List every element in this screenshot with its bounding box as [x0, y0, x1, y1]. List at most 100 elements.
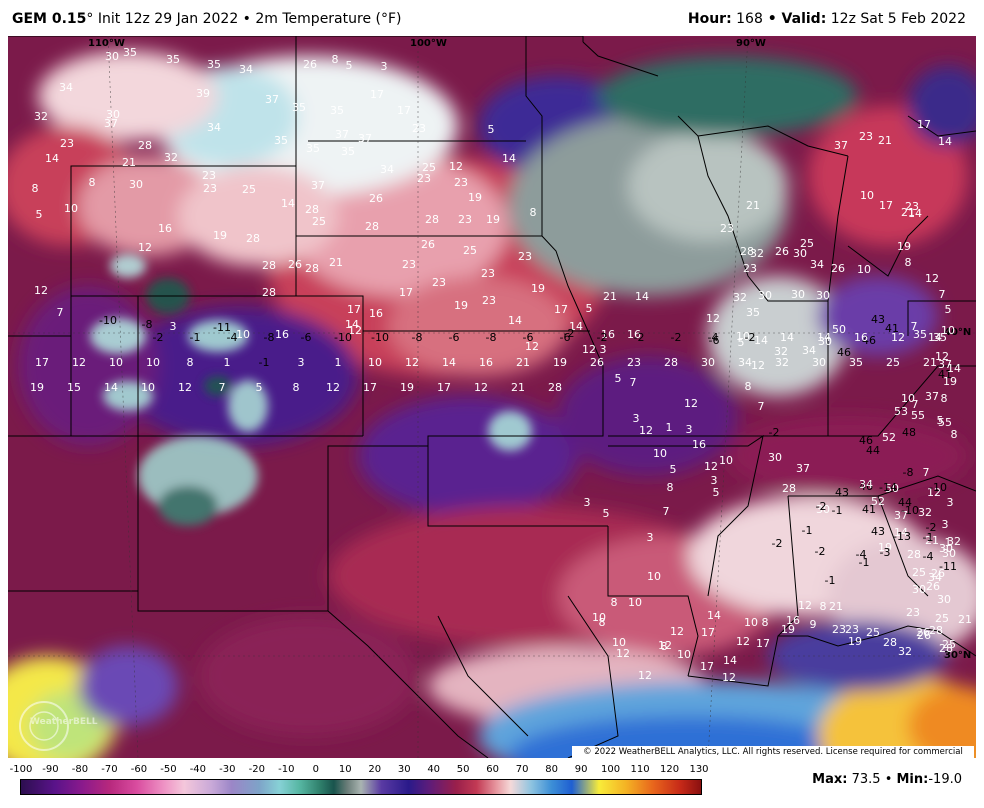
station-value: 12: [639, 424, 653, 437]
station-value: 34: [802, 344, 816, 357]
station-value: 12: [582, 343, 596, 356]
station-value: 25: [422, 161, 436, 174]
station-value: 26: [916, 626, 930, 639]
station-value: 43: [871, 313, 885, 326]
station-value: 1: [224, 356, 231, 369]
station-value: 25: [800, 237, 814, 250]
station-value: 23: [743, 262, 757, 275]
station-value: 21: [901, 206, 915, 219]
station-value: 55: [911, 409, 925, 422]
station-value: 3: [711, 474, 718, 487]
station-value: -2: [769, 426, 780, 439]
station-value: 14: [817, 331, 831, 344]
station-value: 21: [746, 199, 760, 212]
station-value: 26: [288, 258, 302, 271]
station-value: 10: [612, 636, 626, 649]
station-value: 41: [938, 368, 952, 381]
station-value: 3: [947, 496, 954, 509]
station-value: 17: [554, 303, 568, 316]
station-value: 8: [530, 206, 537, 219]
station-value: 14: [754, 334, 768, 347]
station-value: 10: [647, 570, 661, 583]
station-value: 23: [627, 356, 641, 369]
station-value: 16: [479, 356, 493, 369]
station-value: 5: [603, 507, 610, 520]
colorbar-tick: 110: [630, 764, 650, 775]
station-value: 19: [553, 356, 567, 369]
station-value: -2: [926, 521, 937, 534]
lon-label: 100°W: [410, 38, 447, 49]
station-value: 35: [746, 306, 760, 319]
colorbar-tick: 20: [368, 764, 382, 775]
station-value: 23: [402, 258, 416, 271]
station-value: 10: [857, 263, 871, 276]
station-value: -1: [825, 574, 836, 587]
lon-label: 110°W: [88, 38, 125, 49]
station-value: 8: [745, 380, 752, 393]
station-value: 19: [30, 381, 44, 394]
station-value: 12: [736, 635, 750, 648]
station-value: 48: [902, 426, 916, 439]
max-value: 73.5: [851, 772, 881, 787]
station-value: 21: [878, 134, 892, 147]
station-value: 41: [862, 503, 876, 516]
station-value: 14: [894, 526, 908, 539]
station-value: 30: [816, 503, 830, 516]
station-value: 23: [518, 250, 532, 263]
station-value: -4: [227, 331, 238, 344]
station-value: 19: [400, 381, 414, 394]
station-value: 43: [835, 486, 849, 499]
station-value: 35: [306, 142, 320, 155]
station-value: 8: [667, 481, 674, 494]
station-value: 15: [67, 381, 81, 394]
max-label: Max:: [812, 772, 848, 787]
station-value: 37: [335, 128, 349, 141]
station-value: -2: [816, 500, 827, 513]
station-value: 34: [928, 571, 942, 584]
station-value: 14: [281, 197, 295, 210]
station-value: 23: [906, 606, 920, 619]
station-value: 12: [935, 350, 949, 363]
colorbar-ticks: -100 -90 -80 -70 -60 -50 -40 -30 -20 -10 0 10 20 30 40…: [0, 764, 720, 778]
station-value: 21: [923, 356, 937, 369]
colorbar-tick: 10: [338, 764, 352, 775]
station-value: 10: [736, 330, 750, 343]
station-value: 46: [859, 434, 873, 447]
colorbar-footer: -100 -90 -80 -70 -60 -50 -40 -30 -20 -10 0 10 20 30 40…: [0, 758, 984, 808]
station-value: 34: [738, 356, 752, 369]
station-value: 46: [859, 480, 873, 493]
station-value: -8: [903, 466, 914, 479]
colorbar-tick: -60: [130, 764, 148, 775]
station-value: 19: [486, 213, 500, 226]
station-value: 14: [780, 331, 794, 344]
colorbar-tick: -30: [219, 764, 236, 775]
station-value: 41: [885, 322, 899, 335]
station-value: 7: [912, 398, 919, 411]
station-value: -2: [564, 327, 575, 340]
valid-value: 12z Sat 5 Feb 2022: [830, 11, 966, 27]
station-value: 12: [798, 599, 812, 612]
station-value: 1: [666, 421, 673, 434]
station-value: 50: [885, 482, 899, 495]
colorbar-tick: 0: [312, 764, 319, 775]
station-value: 21: [925, 534, 939, 547]
station-value: 28: [262, 286, 276, 299]
station-value: 28: [138, 139, 152, 152]
station-value: 28: [883, 636, 897, 649]
station-value: 5: [670, 463, 677, 476]
watermark-logo: WeatherBELL: [19, 701, 98, 751]
station-value: 8: [905, 256, 912, 269]
station-value: 12: [348, 324, 362, 337]
station-value: -10: [334, 331, 352, 344]
station-value: 32: [750, 247, 764, 260]
station-value: 14: [502, 152, 516, 165]
station-value: 25: [886, 356, 900, 369]
station-value: 30: [791, 288, 805, 301]
station-value: 12: [638, 669, 652, 682]
station-value: 7: [923, 466, 930, 479]
station-value: 1: [335, 356, 342, 369]
station-value: 8: [89, 176, 96, 189]
station-value: 28: [782, 482, 796, 495]
station-value: 14: [707, 609, 721, 622]
